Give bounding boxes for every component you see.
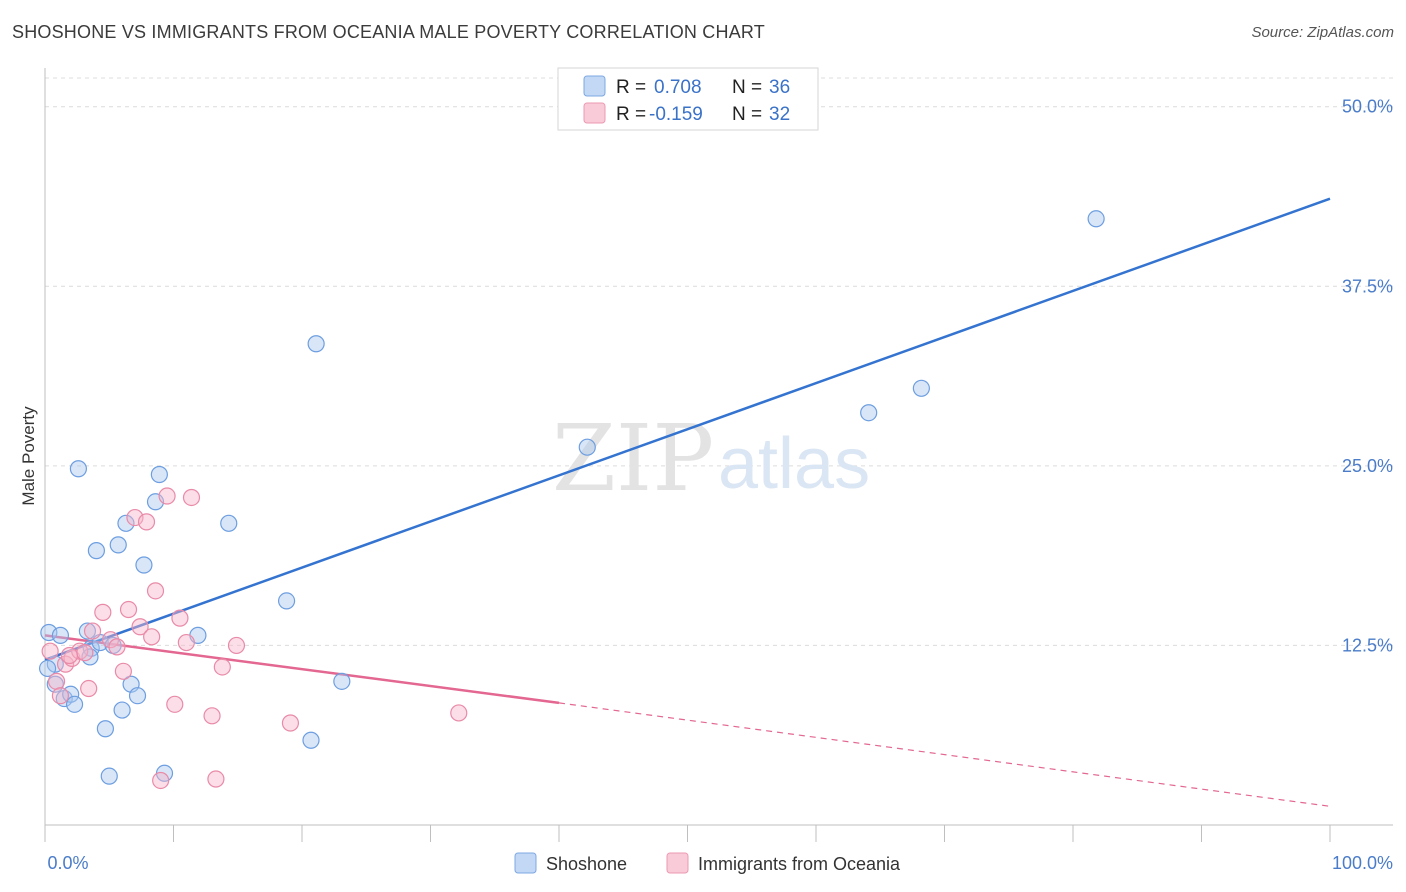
- chart-title: SHOSHONE VS IMMIGRANTS FROM OCEANIA MALE…: [12, 22, 765, 42]
- oceania-point-26: [213, 658, 231, 676]
- shoshone-trend-line: [44, 197, 1331, 661]
- y-tick-label-1: 25.0%: [1342, 456, 1393, 476]
- oceania-point-10: [108, 638, 126, 656]
- bottom-legend-label-shoshone: Shoshone: [546, 854, 627, 874]
- oceania-point-30: [76, 644, 94, 662]
- shoshone-point-32: [860, 404, 878, 422]
- shoshone-point-6: [65, 695, 84, 713]
- oceania-point-23: [182, 488, 201, 507]
- legend-swatch-shoshone: [583, 75, 606, 97]
- oceania-point-24: [203, 707, 221, 725]
- legend-n-value-1: 36: [769, 77, 790, 98]
- shoshone-point-26: [220, 514, 238, 532]
- oceania-point-27: [227, 636, 246, 655]
- shoshone-point-33: [912, 379, 930, 397]
- shoshone-point-35: [38, 659, 57, 678]
- legend-n-label-2: N =: [732, 104, 762, 125]
- legend-r-value-2: -0.159: [649, 104, 703, 125]
- grid-lines: [45, 77, 1393, 646]
- oceania-point-17: [146, 582, 165, 600]
- shoshone-point-16: [109, 536, 127, 554]
- oceania-point-6: [80, 679, 98, 698]
- oceania-point-29: [450, 704, 468, 722]
- tick-labels: 12.5% 25.0% 37.5% 50.0% 0.0% 100.0%: [47, 97, 1393, 873]
- oceania-point-8: [94, 603, 112, 621]
- shoshone-point-11: [87, 542, 106, 560]
- bottom-legend: Shoshone Immigrants from Oceania: [514, 852, 901, 874]
- axes: [44, 68, 1393, 842]
- shoshone-point-17: [113, 701, 131, 719]
- oceania-point-15: [137, 513, 156, 531]
- oceania-point-21: [171, 609, 189, 627]
- oceania-point-0: [41, 642, 59, 660]
- oceania-point-18: [152, 771, 170, 790]
- oceania-trend-extension: [558, 702, 1331, 807]
- shoshone-point-30: [333, 672, 351, 690]
- shoshone-point-28: [302, 731, 320, 749]
- y-tick-label-2: 37.5%: [1342, 276, 1393, 296]
- oceania-point-9: [101, 631, 120, 649]
- y-tick-label-3: 50.0%: [1342, 97, 1393, 117]
- trend-lines: [44, 197, 1331, 807]
- shoshone-point-21: [135, 556, 153, 574]
- legend-swatch-oceania: [583, 102, 606, 124]
- legend-r-value-1: 0.708: [654, 77, 702, 98]
- y-axis-label: Male Poverty: [19, 406, 38, 506]
- shoshone-point-20: [128, 687, 147, 705]
- oceania-point-28: [281, 714, 300, 732]
- oceania-point-11: [114, 662, 132, 680]
- oceania-point-3: [56, 655, 75, 673]
- oceania-point-20: [166, 695, 184, 713]
- legend-n-value-2: 32: [769, 104, 790, 125]
- oceania-point-31: [60, 646, 79, 665]
- shoshone-point-31: [578, 438, 596, 456]
- oceania-trend-line: [44, 634, 560, 705]
- bottom-legend-swatch-oceania: [666, 852, 689, 874]
- legend-n-label-1: N =: [732, 77, 762, 98]
- shoshone-point-14: [100, 767, 118, 785]
- bottom-legend-swatch-shoshone: [514, 852, 537, 874]
- legend: R = 0.708 N = 36 R = -0.159 N = 32: [557, 67, 819, 131]
- oceania-point-22: [177, 633, 195, 652]
- y-tick-label-0: 12.5%: [1342, 635, 1393, 655]
- watermark-zip: ZIP: [552, 405, 714, 512]
- shoshone-point-13: [96, 720, 114, 738]
- bottom-legend-label-oceania: Immigrants from Oceania: [698, 854, 901, 874]
- legend-r-label-1: R =: [616, 77, 646, 98]
- x-tick-label-1: 100.0%: [1332, 853, 1393, 873]
- watermark-atlas: atlas: [718, 424, 870, 504]
- shoshone-point-29: [307, 335, 325, 353]
- oceania-point-19: [158, 487, 176, 505]
- shoshone-point-7: [69, 460, 88, 478]
- oceania-point-25: [207, 770, 225, 788]
- oceania-point-2: [51, 687, 70, 705]
- oceania-point-7: [83, 622, 102, 640]
- oceania-point-16: [143, 628, 161, 646]
- shoshone-point-8: [78, 622, 97, 640]
- shoshone-point-1: [51, 626, 70, 644]
- shoshone-point-18: [117, 514, 135, 532]
- watermark: ZIP atlas: [552, 405, 870, 512]
- oceania-point-14: [131, 618, 149, 636]
- source-note: Source: ZipAtlas.com: [1251, 24, 1394, 41]
- shoshone-point-34: [1087, 210, 1105, 228]
- oceania-point-1: [47, 672, 66, 690]
- shoshone-point-23: [150, 465, 168, 484]
- legend-r-label-2: R =: [616, 104, 646, 125]
- shoshone-point-27: [277, 592, 296, 610]
- data-points: [38, 210, 1105, 790]
- x-tick-label-0: 0.0%: [47, 853, 88, 873]
- oceania-point-12: [119, 600, 138, 619]
